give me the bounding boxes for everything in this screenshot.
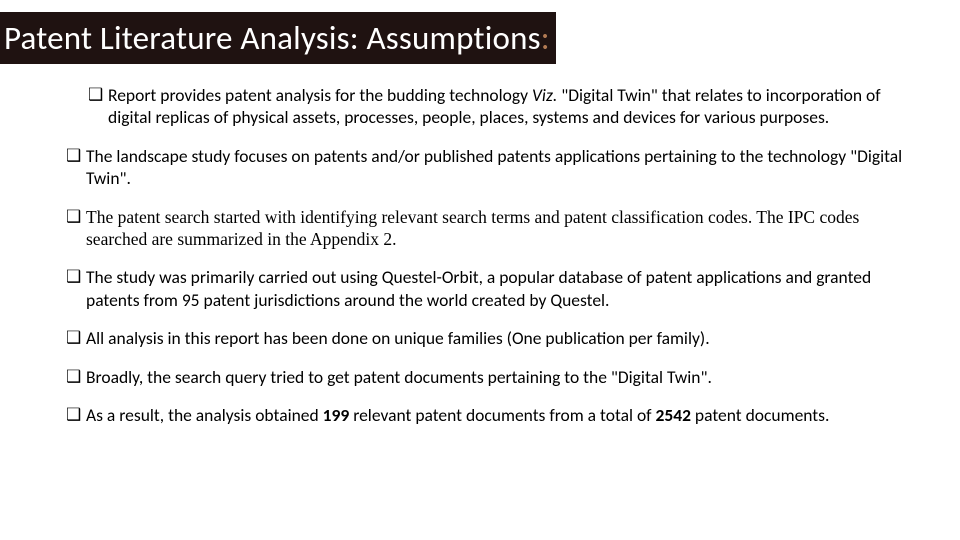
bullet-marker-icon: ❑ (66, 366, 80, 388)
slide-title-colon: : (541, 18, 550, 58)
slide-title-text: Patent Literature Analysis: Assumptions (4, 18, 541, 58)
bullet-item: ❑ Broadly, the search query tried to get… (66, 366, 918, 388)
slide-title: Patent Literature Analysis: Assumptions: (0, 12, 556, 64)
bullet-item: ❑ The study was primarily carried out us… (66, 266, 918, 311)
bullet-text: Report provides patent analysis for the … (108, 84, 918, 129)
bullet-item: ❑ As a result, the analysis obtained 199… (66, 404, 918, 426)
bullet-text: The landscape study focuses on patents a… (86, 145, 918, 190)
bullet-marker-icon: ❑ (66, 145, 80, 167)
bullet-marker-icon: ❑ (66, 327, 80, 349)
bullet-marker-icon: ❑ (66, 266, 80, 288)
bullet-text: The study was primarily carried out usin… (86, 266, 918, 311)
slide: { "title": { "text": "Patent Literature … (0, 0, 960, 540)
bullet-marker-icon: ❑ (88, 84, 102, 106)
bullet-item: ❑ All analysis in this report has been d… (66, 327, 918, 349)
bullet-item: ❑ Report provides patent analysis for th… (66, 84, 918, 129)
bullet-marker-icon: ❑ (66, 206, 80, 228)
bullet-item: ❑ The patent search started with identify… (66, 206, 918, 251)
bullet-text: Broadly, the search query tried to get p… (86, 366, 918, 388)
bullet-list: ❑ Report provides patent analysis for th… (66, 84, 918, 442)
bullet-marker-icon: ❑ (66, 404, 80, 426)
bullet-text: All analysis in this report has been don… (86, 327, 918, 349)
bullet-text: As a result, the analysis obtained 199 r… (86, 404, 918, 426)
bullet-item: ❑ The landscape study focuses on patents … (66, 145, 918, 190)
bullet-text: The patent search started with identifyi… (86, 206, 918, 251)
